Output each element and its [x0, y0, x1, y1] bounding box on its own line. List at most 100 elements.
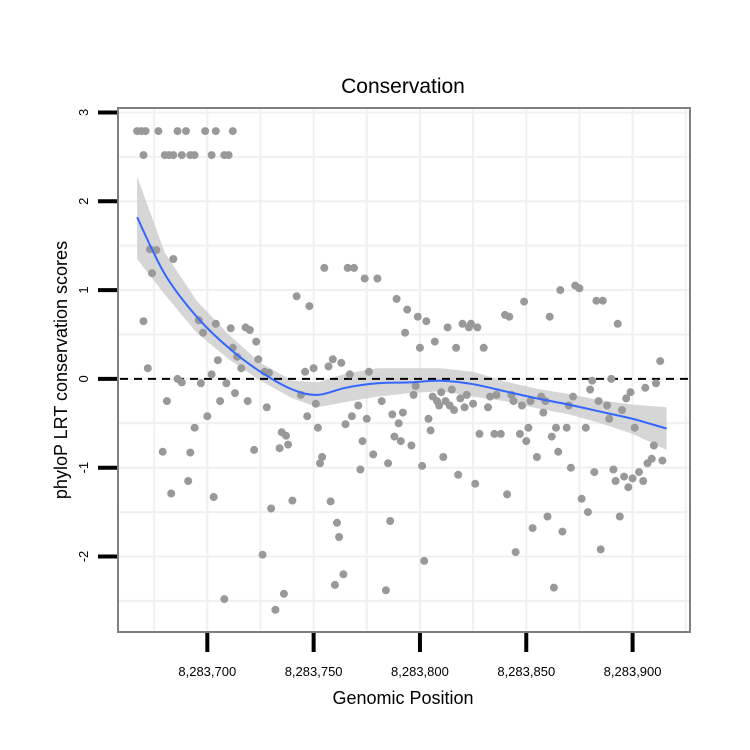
- data-point: [173, 127, 182, 136]
- data-point: [377, 397, 386, 406]
- data-point: [245, 326, 254, 334]
- data-point: [556, 286, 565, 295]
- data-point: [207, 151, 216, 160]
- data-point: [473, 323, 482, 332]
- data-point: [284, 440, 293, 449]
- data-point: [184, 477, 193, 485]
- data-point: [522, 437, 531, 446]
- data-point: [484, 403, 492, 412]
- data-point: [592, 296, 601, 305]
- data-point: [528, 524, 537, 533]
- data-point: [411, 382, 420, 390]
- data-point: [233, 352, 242, 361]
- data-point: [635, 468, 643, 477]
- data-point: [492, 390, 501, 399]
- data-point: [549, 583, 558, 592]
- data-point: [526, 397, 535, 406]
- data-point: [392, 294, 401, 303]
- data-point: [611, 477, 620, 485]
- data-point: [479, 343, 488, 352]
- data-point: [558, 527, 567, 536]
- data-point: [415, 343, 424, 352]
- data-point: [311, 399, 320, 408]
- data-point: [364, 367, 373, 376]
- data-point: [628, 474, 637, 483]
- data-point: [339, 570, 348, 579]
- data-point: [430, 337, 439, 346]
- x-tick-label: 8,283,700: [178, 664, 236, 679]
- data-point: [581, 423, 590, 432]
- plot-frame: [117, 107, 691, 633]
- data-point: [649, 441, 658, 450]
- data-point: [647, 454, 656, 463]
- x-axis-label: Genomic Position: [332, 688, 473, 708]
- confidence-band: [137, 176, 667, 450]
- data-point: [518, 401, 526, 410]
- data-point: [403, 305, 412, 314]
- data-point: [496, 429, 505, 438]
- data-point: [409, 390, 418, 399]
- data-point: [450, 406, 458, 414]
- data-point: [443, 323, 452, 332]
- data-point: [620, 472, 629, 481]
- chart-title: Conservation: [341, 75, 465, 98]
- data-point: [515, 429, 524, 438]
- data-point: [369, 450, 378, 459]
- data-point: [139, 317, 148, 326]
- data-point: [252, 337, 261, 346]
- data-point: [462, 390, 471, 399]
- x-axis: 8,283,700 8,283,750 8,283,800 8,283,850 8,28…: [178, 633, 662, 679]
- data-point: [288, 496, 297, 505]
- data-point: [169, 255, 178, 263]
- smooth-line: [136, 216, 667, 430]
- data-point: [354, 401, 363, 410]
- data-point: [326, 497, 335, 506]
- x-tick-label: 8,283,800: [391, 664, 449, 679]
- data-point: [424, 414, 433, 423]
- data-point: [169, 151, 178, 160]
- data-point: [228, 127, 237, 136]
- data-point: [554, 447, 563, 456]
- data-point: [539, 408, 548, 417]
- data-point: [381, 586, 390, 595]
- data-point: [343, 263, 352, 272]
- data-point: [401, 328, 410, 337]
- data-point: [590, 468, 599, 477]
- data-point: [330, 580, 339, 589]
- data-point: [316, 459, 324, 468]
- data-point: [216, 397, 225, 406]
- data-point: [588, 376, 597, 385]
- data-point: [613, 319, 622, 328]
- data-point: [454, 470, 463, 479]
- data-point: [154, 127, 163, 136]
- data-point: [552, 423, 560, 432]
- data-point: [320, 263, 329, 272]
- data-point: [186, 448, 195, 457]
- y-axis-label: phyloP LRT conservation scores: [51, 241, 71, 499]
- y-axis: 3 2 1 0 -1 -2: [76, 109, 117, 562]
- data-point: [341, 420, 350, 429]
- data-point: [577, 494, 586, 503]
- x-tick-label: 8,283,850: [497, 664, 555, 679]
- data-point: [458, 319, 467, 328]
- data-point: [148, 269, 156, 278]
- data-point: [243, 397, 252, 406]
- data-point: [211, 319, 220, 328]
- data-point: [394, 419, 403, 428]
- data-point: [532, 453, 541, 461]
- data-point: [618, 406, 626, 414]
- data-point: [292, 292, 301, 301]
- data-point: [258, 550, 267, 559]
- data-point: [324, 362, 333, 371]
- data-point: [641, 383, 650, 392]
- data-point: [328, 355, 337, 364]
- y-tick-label: 1: [76, 286, 91, 293]
- data-point: [250, 445, 259, 454]
- data-point: [562, 423, 571, 432]
- data-point: [624, 483, 633, 492]
- data-point: [356, 465, 365, 474]
- data-point: [622, 394, 631, 403]
- data-point: [162, 397, 171, 406]
- data-point: [199, 328, 208, 337]
